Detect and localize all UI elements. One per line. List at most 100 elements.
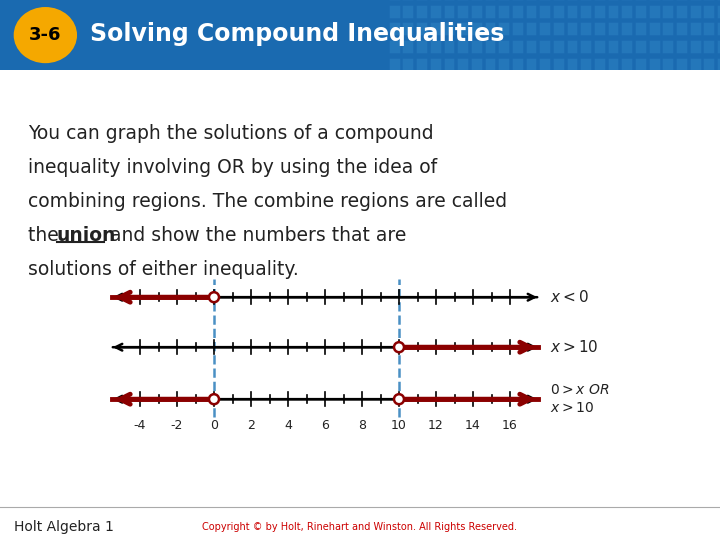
FancyBboxPatch shape: [649, 5, 660, 17]
FancyBboxPatch shape: [580, 5, 591, 17]
FancyBboxPatch shape: [553, 58, 564, 70]
FancyBboxPatch shape: [690, 58, 701, 70]
FancyBboxPatch shape: [703, 40, 714, 52]
FancyBboxPatch shape: [567, 5, 577, 17]
FancyBboxPatch shape: [662, 23, 673, 35]
Text: 8: 8: [358, 419, 366, 432]
Text: 3-6: 3-6: [29, 26, 62, 44]
FancyBboxPatch shape: [608, 58, 618, 70]
Text: 2: 2: [247, 419, 255, 432]
Text: 0: 0: [210, 419, 218, 432]
FancyBboxPatch shape: [690, 23, 701, 35]
Text: 4: 4: [284, 419, 292, 432]
FancyBboxPatch shape: [526, 23, 536, 35]
Text: and show the numbers that are: and show the numbers that are: [104, 226, 406, 245]
FancyBboxPatch shape: [402, 5, 413, 17]
Text: -2: -2: [171, 419, 183, 432]
Circle shape: [394, 394, 404, 404]
FancyBboxPatch shape: [526, 58, 536, 70]
Ellipse shape: [14, 7, 77, 63]
FancyBboxPatch shape: [635, 40, 646, 52]
FancyBboxPatch shape: [635, 58, 646, 70]
FancyBboxPatch shape: [676, 40, 687, 52]
FancyBboxPatch shape: [580, 58, 591, 70]
FancyBboxPatch shape: [621, 23, 632, 35]
FancyBboxPatch shape: [485, 5, 495, 17]
Text: Holt Algebra 1: Holt Algebra 1: [14, 520, 114, 534]
FancyBboxPatch shape: [526, 5, 536, 17]
FancyBboxPatch shape: [621, 5, 632, 17]
FancyBboxPatch shape: [457, 23, 468, 35]
FancyBboxPatch shape: [512, 40, 523, 52]
FancyBboxPatch shape: [539, 58, 550, 70]
Text: $0 > x$ OR: $0 > x$ OR: [550, 383, 610, 397]
FancyBboxPatch shape: [512, 5, 523, 17]
FancyBboxPatch shape: [649, 58, 660, 70]
FancyBboxPatch shape: [430, 5, 441, 17]
Text: 10: 10: [391, 419, 407, 432]
FancyBboxPatch shape: [580, 23, 591, 35]
FancyBboxPatch shape: [444, 40, 454, 52]
FancyBboxPatch shape: [703, 5, 714, 17]
FancyBboxPatch shape: [471, 58, 482, 70]
FancyBboxPatch shape: [717, 40, 720, 52]
Circle shape: [209, 292, 219, 302]
FancyBboxPatch shape: [662, 58, 673, 70]
FancyBboxPatch shape: [553, 40, 564, 52]
FancyBboxPatch shape: [457, 40, 468, 52]
FancyBboxPatch shape: [703, 58, 714, 70]
Text: combining regions. The combine regions are called: combining regions. The combine regions a…: [28, 192, 507, 211]
FancyBboxPatch shape: [416, 40, 427, 52]
FancyBboxPatch shape: [567, 23, 577, 35]
FancyBboxPatch shape: [649, 23, 660, 35]
FancyBboxPatch shape: [0, 0, 720, 70]
Text: Copyright © by Holt, Rinehart and Winston. All Rights Reserved.: Copyright © by Holt, Rinehart and Winsto…: [202, 522, 518, 532]
FancyBboxPatch shape: [416, 58, 427, 70]
FancyBboxPatch shape: [690, 5, 701, 17]
Circle shape: [394, 342, 404, 352]
FancyBboxPatch shape: [498, 40, 509, 52]
Text: Solving Compound Inequalities: Solving Compound Inequalities: [90, 22, 505, 46]
FancyBboxPatch shape: [389, 5, 400, 17]
FancyBboxPatch shape: [580, 40, 591, 52]
FancyBboxPatch shape: [485, 40, 495, 52]
FancyBboxPatch shape: [402, 40, 413, 52]
FancyBboxPatch shape: [416, 23, 427, 35]
FancyBboxPatch shape: [608, 5, 618, 17]
Text: You can graph the solutions of a compound: You can graph the solutions of a compoun…: [28, 124, 433, 143]
Text: inequality involving OR by using the idea of: inequality involving OR by using the ide…: [28, 158, 437, 177]
FancyBboxPatch shape: [594, 58, 605, 70]
Text: $x < 0$: $x < 0$: [550, 289, 589, 305]
FancyBboxPatch shape: [457, 5, 468, 17]
Text: 16: 16: [502, 419, 518, 432]
FancyBboxPatch shape: [457, 58, 468, 70]
FancyBboxPatch shape: [430, 40, 441, 52]
FancyBboxPatch shape: [621, 40, 632, 52]
FancyBboxPatch shape: [444, 5, 454, 17]
FancyBboxPatch shape: [430, 58, 441, 70]
FancyBboxPatch shape: [608, 40, 618, 52]
Text: solutions of either inequality.: solutions of either inequality.: [28, 260, 299, 279]
FancyBboxPatch shape: [594, 23, 605, 35]
Text: -4: -4: [134, 419, 146, 432]
FancyBboxPatch shape: [389, 40, 400, 52]
FancyBboxPatch shape: [539, 5, 550, 17]
FancyBboxPatch shape: [389, 58, 400, 70]
FancyBboxPatch shape: [471, 40, 482, 52]
FancyBboxPatch shape: [594, 5, 605, 17]
FancyBboxPatch shape: [471, 23, 482, 35]
FancyBboxPatch shape: [594, 40, 605, 52]
Text: 6: 6: [321, 419, 329, 432]
FancyBboxPatch shape: [402, 23, 413, 35]
Text: $x > 10$: $x > 10$: [550, 339, 598, 355]
FancyBboxPatch shape: [676, 58, 687, 70]
Text: the: the: [28, 226, 65, 245]
FancyBboxPatch shape: [485, 23, 495, 35]
FancyBboxPatch shape: [512, 58, 523, 70]
FancyBboxPatch shape: [485, 58, 495, 70]
FancyBboxPatch shape: [649, 40, 660, 52]
Text: 12: 12: [428, 419, 444, 432]
FancyBboxPatch shape: [539, 40, 550, 52]
FancyBboxPatch shape: [662, 40, 673, 52]
FancyBboxPatch shape: [430, 23, 441, 35]
